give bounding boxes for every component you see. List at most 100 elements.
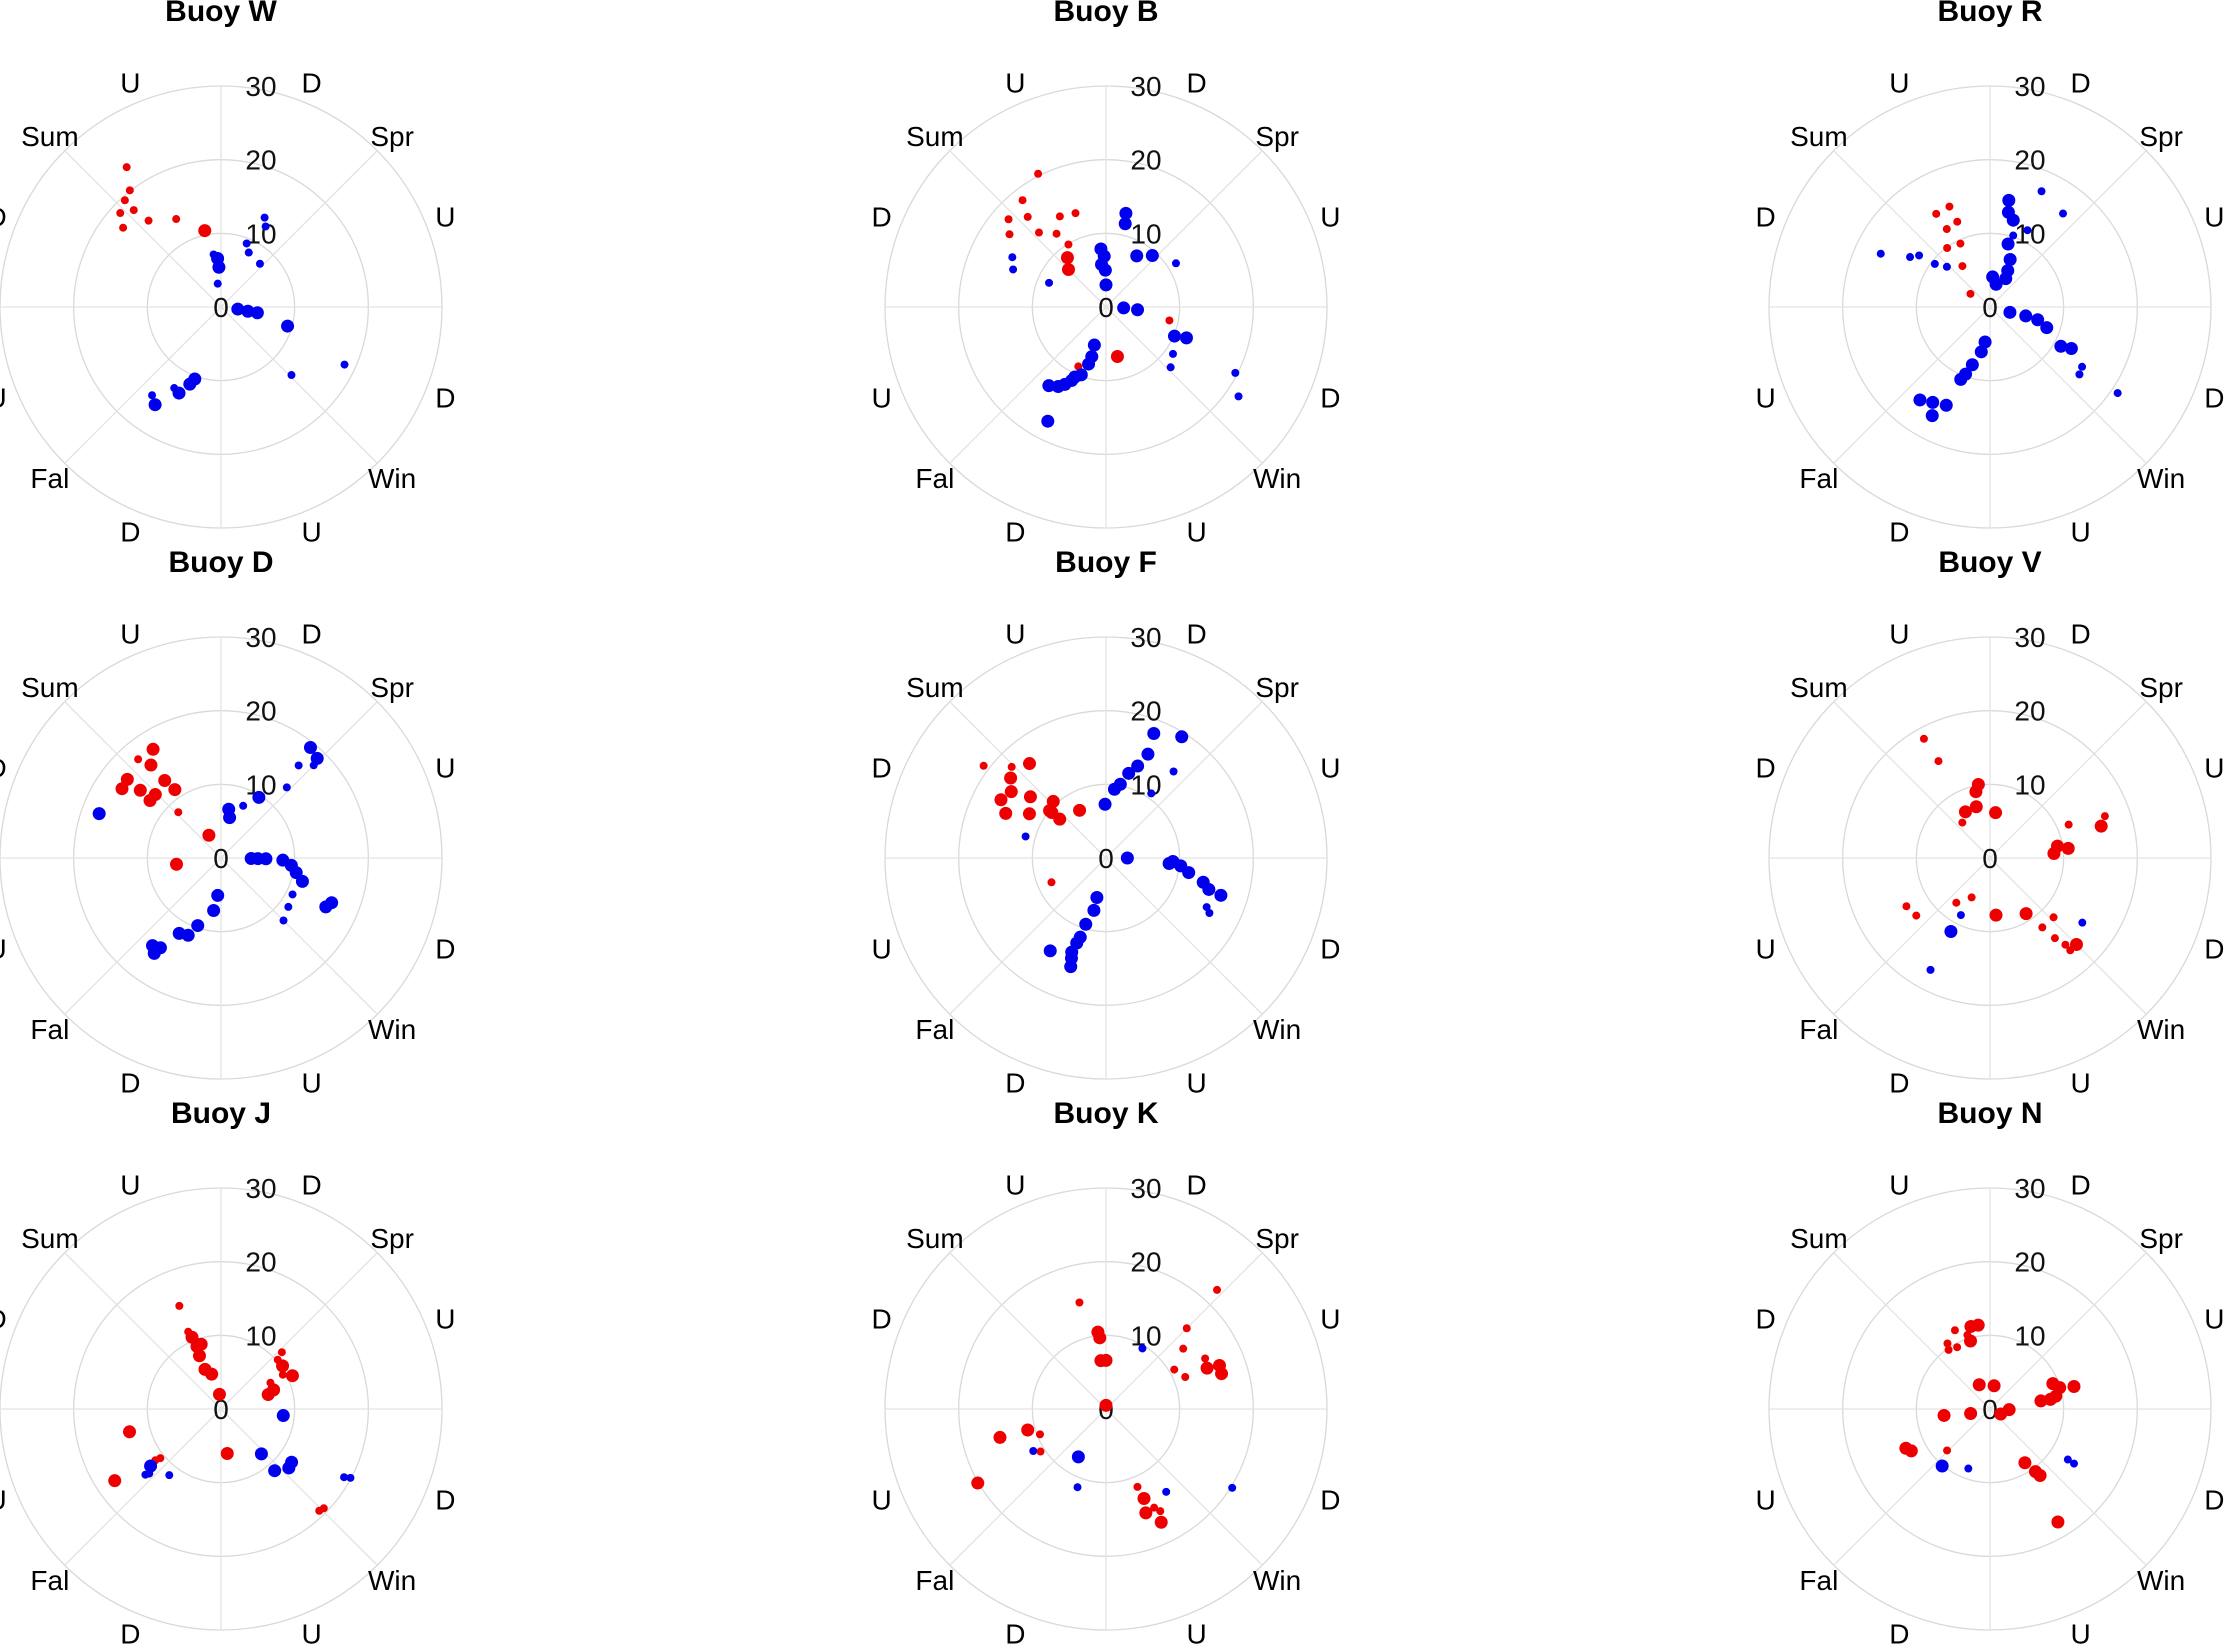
- angular-label: D: [1756, 201, 1776, 232]
- data-point-red: [194, 1337, 208, 1351]
- data-point-red: [129, 206, 138, 215]
- angular-label: U: [120, 1170, 140, 1201]
- data-point-blue: [2001, 237, 2015, 251]
- data-point-blue: [1999, 272, 2013, 286]
- angular-label: Spr: [1255, 1223, 1299, 1254]
- data-point-blue: [1051, 380, 1065, 394]
- angular-label: D: [1756, 752, 1776, 783]
- data-point-red: [1179, 1344, 1188, 1353]
- data-point-red: [1154, 1515, 1168, 1529]
- grid-spoke: [1833, 1252, 1991, 1410]
- data-point-blue: [1930, 259, 1939, 268]
- grid-spoke: [1105, 701, 1263, 859]
- data-point-blue: [1913, 393, 1927, 407]
- data-point-blue: [282, 783, 291, 792]
- data-point-red: [999, 806, 1013, 820]
- data-point-red: [144, 216, 153, 225]
- data-point-blue: [172, 386, 186, 400]
- data-point-red: [276, 1359, 290, 1373]
- data-point-blue: [1087, 903, 1101, 917]
- angular-label: U: [1756, 1485, 1776, 1516]
- data-point-red: [1213, 1285, 1222, 1294]
- angular-label: D: [435, 1485, 455, 1516]
- data-point-red: [1093, 1331, 1107, 1345]
- data-point-red: [278, 1370, 287, 1379]
- data-point-blue: [1118, 217, 1132, 231]
- angular-label: Sum: [1790, 672, 1848, 703]
- grid-spoke: [949, 1408, 1107, 1566]
- angular-label: Win: [368, 463, 416, 494]
- panel-title: Buoy W: [165, 0, 277, 28]
- grid-spoke: [64, 857, 222, 1015]
- data-point-blue: [1205, 908, 1214, 917]
- data-point-blue: [165, 1471, 174, 1480]
- grid-spoke: [1989, 1252, 2147, 1410]
- data-point-blue: [2059, 209, 2068, 218]
- data-point-red: [1919, 734, 1928, 743]
- angular-label: U: [0, 383, 7, 414]
- data-point-red: [123, 1425, 137, 1439]
- data-point-blue: [346, 1473, 355, 1482]
- data-point-blue: [1045, 278, 1054, 287]
- data-point-blue: [279, 916, 288, 925]
- data-point-red: [1055, 212, 1064, 221]
- angular-label: Win: [2137, 1565, 2185, 1596]
- data-point-blue: [255, 259, 264, 268]
- data-point-blue: [288, 890, 297, 899]
- radial-tick-label: 10: [2014, 218, 2045, 249]
- data-point-red: [285, 1369, 299, 1383]
- data-point-blue: [1008, 253, 1017, 262]
- data-point-red: [1912, 911, 1921, 920]
- angular-label: Spr: [370, 672, 414, 703]
- data-point-blue: [2002, 193, 2016, 207]
- data-point-red: [1904, 1444, 1918, 1458]
- data-point-red: [1958, 818, 1967, 827]
- data-point-blue: [1169, 767, 1178, 776]
- data-point-blue: [261, 222, 270, 231]
- data-point-red: [2066, 946, 2075, 955]
- data-point-blue: [207, 904, 221, 918]
- data-point-blue: [2070, 1459, 2079, 1468]
- angular-label: D: [1187, 619, 1207, 650]
- data-point-red: [1181, 1372, 1190, 1381]
- grid-spoke: [64, 701, 222, 859]
- data-point-red: [1150, 1503, 1159, 1512]
- data-point-blue: [1009, 265, 1018, 274]
- angular-label: D: [120, 1067, 140, 1098]
- data-point-red: [1944, 1345, 1953, 1354]
- data-point-blue: [1119, 206, 1133, 220]
- panel-title: Buoy V: [1938, 546, 2041, 579]
- radial-tick-label: 0: [213, 843, 229, 874]
- data-point-red: [1964, 1406, 1978, 1420]
- data-point-blue: [1876, 249, 1885, 258]
- polar-panel: Buoy W 0 10 20 30 D Spr U D Win U D Fal U D Sum U: [0, 0, 455, 547]
- angular-label: D: [302, 1170, 322, 1201]
- data-point-red: [1934, 757, 1943, 766]
- data-point-blue: [1906, 253, 1915, 262]
- data-point-blue: [340, 1473, 349, 1482]
- angular-label: Spr: [2139, 1223, 2183, 1254]
- angular-label: U: [435, 201, 455, 232]
- data-point-blue: [212, 260, 226, 274]
- data-point-blue: [213, 279, 222, 288]
- data-point-blue: [1228, 1483, 1237, 1492]
- data-point-red: [1004, 771, 1018, 785]
- angular-label: D: [0, 752, 7, 783]
- data-point-blue: [239, 801, 248, 810]
- angular-label: U: [872, 383, 892, 414]
- polar-panel: Buoy N 0 10 20 30 D Spr U D Win U D Fal U D Sum U: [1756, 1097, 2225, 1648]
- polar-panel: Buoy J 0 10 20 30 D Spr U D Win U D Fal U D Sum U: [0, 1097, 455, 1648]
- angular-label: Fal: [915, 463, 954, 494]
- data-point-red: [1023, 757, 1037, 771]
- data-point-blue: [92, 807, 106, 821]
- grid-spoke: [220, 701, 378, 859]
- data-point-red: [120, 196, 129, 205]
- data-point-red: [2094, 819, 2108, 833]
- angular-label: U: [2204, 201, 2224, 232]
- data-point-blue: [1079, 917, 1093, 931]
- angular-label: D: [1756, 1303, 1776, 1334]
- angular-label: U: [1889, 619, 1909, 650]
- data-point-blue: [2078, 362, 2087, 371]
- angular-label: Spr: [2139, 672, 2183, 703]
- panel-title: Buoy B: [1054, 0, 1159, 28]
